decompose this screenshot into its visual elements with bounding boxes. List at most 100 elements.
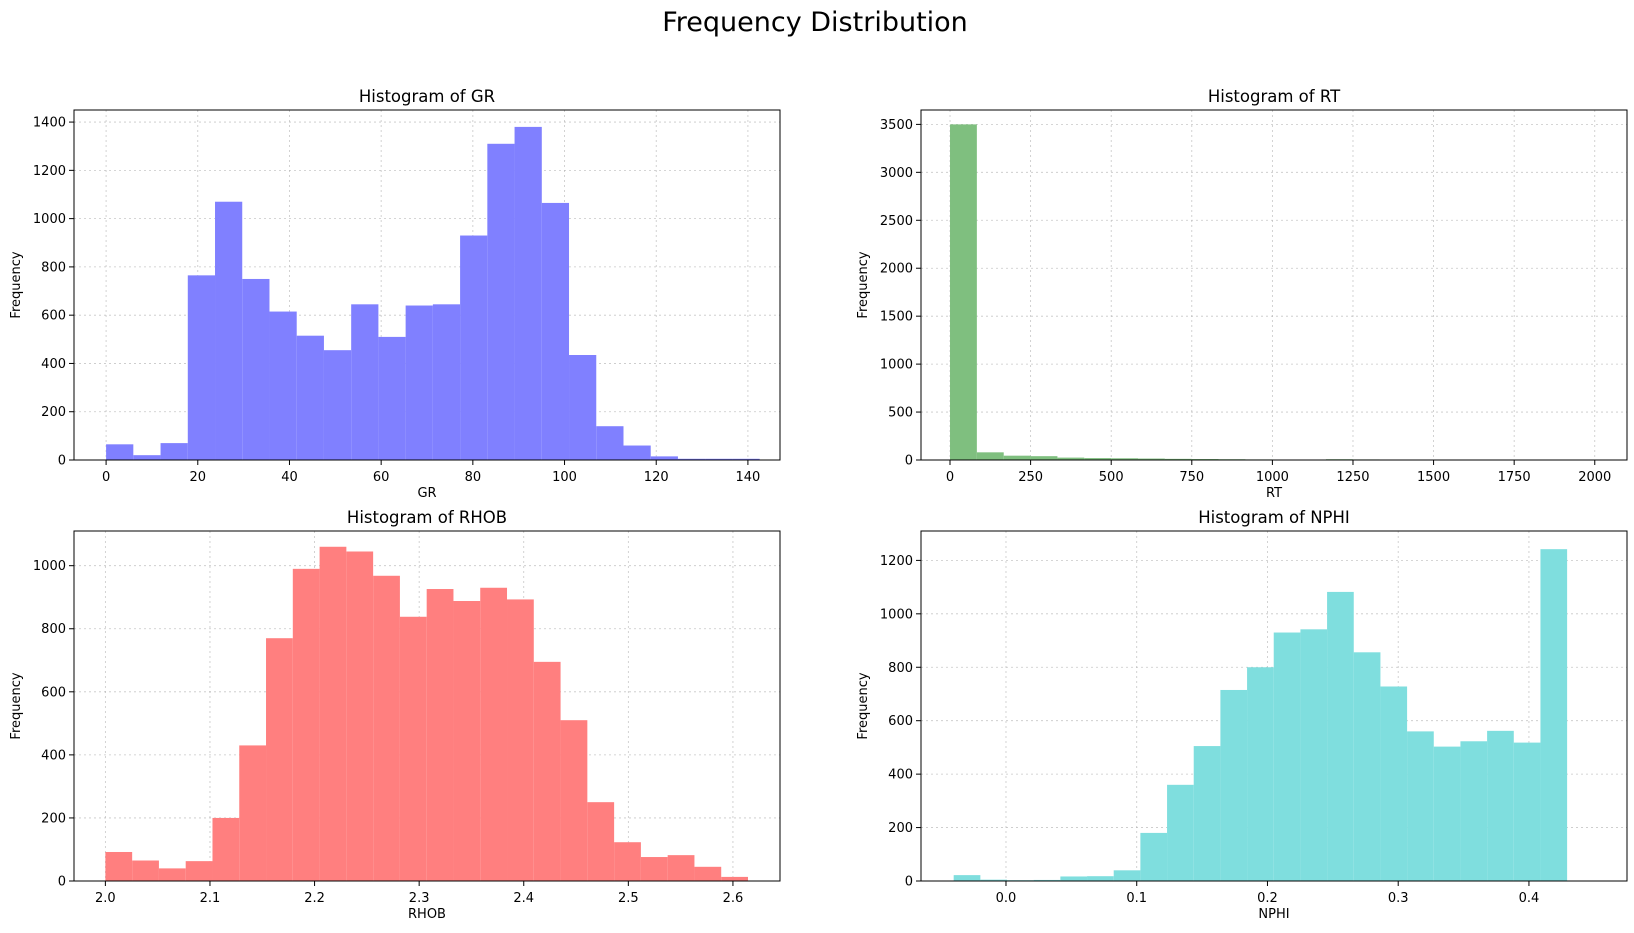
histogram-bar [319, 546, 347, 881]
histogram-bar [623, 445, 651, 460]
histogram-bar [1300, 629, 1328, 881]
histogram-bar [1084, 458, 1112, 460]
x-tick-label: 20 [190, 470, 207, 485]
x-tick-label: 40 [281, 470, 298, 485]
histogram-bar [1193, 746, 1221, 881]
x-tick-label: 2.3 [409, 891, 430, 906]
x-tick-label: 0.0 [996, 891, 1017, 906]
y-tick-label: 1000 [33, 559, 66, 574]
histogram-bar [1220, 689, 1248, 881]
y-tick-label: 1200 [33, 164, 66, 179]
histogram-bar [560, 720, 588, 881]
y-tick-label: 600 [41, 685, 66, 700]
plot-frame [920, 109, 1628, 461]
histogram-bar [105, 851, 133, 881]
x-tick-label: 1500 [1417, 470, 1450, 485]
histogram-bar [1003, 455, 1031, 460]
y-axis-label: Frequency [9, 251, 24, 318]
x-tick-label: 2000 [1578, 470, 1611, 485]
histogram-bar [432, 304, 461, 460]
histogram-bar [187, 275, 216, 460]
histogram-bar [1487, 730, 1514, 881]
histogram-bar [1113, 870, 1141, 881]
x-tick-label: 500 [1099, 470, 1124, 485]
histogram-bar [533, 661, 561, 881]
x-tick-label: 1250 [1336, 470, 1369, 485]
histogram-bar [239, 745, 267, 881]
y-tick-label: 800 [888, 661, 913, 676]
histogram-bar [215, 201, 243, 461]
histogram-bar [296, 335, 324, 460]
histogram-bar [351, 304, 379, 460]
y-axis-label: Frequency [856, 672, 871, 739]
y-tick-label: 1000 [33, 212, 66, 227]
histogram-bar [1030, 456, 1058, 460]
y-tick-label: 200 [41, 405, 66, 420]
x-tick-label: 0.2 [1257, 891, 1278, 906]
histogram-panel-gr: 0 20 40 60 80 100 120 1400200400600800100012001… [9, 87, 781, 501]
x-tick-label: 750 [1179, 470, 1204, 485]
histogram-bar [980, 879, 1008, 881]
histogram-bar [1327, 591, 1354, 881]
histogram-bar [1353, 652, 1381, 881]
histogram-bar [1164, 458, 1192, 460]
histogram-bar [378, 336, 406, 460]
histogram-bar [1380, 686, 1408, 881]
y-tick-label: 3000 [880, 166, 913, 181]
plot-frame [920, 530, 1628, 882]
histogram-bar [1060, 876, 1088, 881]
histogram-bar [1057, 457, 1085, 460]
y-tick-label: 600 [888, 714, 913, 729]
x-tick-label: 80 [465, 470, 482, 485]
histogram-bar [160, 443, 188, 460]
x-axis-label: RT [1266, 486, 1282, 501]
y-tick-label: 400 [41, 357, 66, 372]
histogram-bar [133, 455, 161, 460]
histogram-bar [721, 876, 748, 881]
histogram-bar [1513, 742, 1541, 881]
histogram-bar [480, 587, 508, 881]
subplot-title: Histogram of NPHI [1198, 508, 1350, 527]
y-tick-label: 2000 [880, 262, 913, 277]
histogram-bar [514, 126, 542, 461]
y-tick-label: 1000 [880, 358, 913, 373]
x-tick-label: 120 [644, 470, 669, 485]
y-tick-label: 0 [905, 454, 913, 469]
histogram-bar [1433, 746, 1461, 881]
x-tick-label: 0 [102, 470, 110, 485]
plot-frame [73, 109, 781, 461]
y-tick-label: 800 [41, 260, 66, 275]
y-tick-label: 400 [888, 768, 913, 783]
histogram-panel-rhob: 2.0 2.1 2.2 2.3 2.4 2.5 2.6 0 200 400 600 800 1000 Hi… [9, 508, 781, 922]
histogram-panel-nphi: 0.0 0.1 0.2 0.3 0.4 0 200 400 600 800 1000 1200 Hist… [856, 508, 1628, 922]
histogram-bar [242, 278, 270, 460]
histogram-bar [614, 842, 641, 881]
histogram-bar [373, 575, 400, 881]
y-tick-label: 3500 [880, 118, 913, 133]
histogram-bar [132, 860, 159, 881]
histogram-bar [507, 599, 534, 881]
histogram-panel-rt: 0 250 500 750 1000 1250 1500 1750 2000 0 500 1000 15… [856, 87, 1628, 501]
x-tick-label: 2.5 [618, 891, 639, 906]
x-tick-label: 60 [373, 470, 390, 485]
y-tick-label: 0 [905, 875, 913, 890]
histogram-bar [292, 568, 320, 881]
histogram-bar [640, 857, 668, 881]
histogram-bar [677, 458, 706, 460]
figure-title: Frequency Distribution [662, 7, 968, 38]
histogram-bar [1273, 632, 1301, 881]
histogram-bar [1407, 731, 1434, 881]
histogram-bar [1167, 784, 1194, 881]
histogram-bar [399, 616, 427, 881]
y-tick-label: 0 [58, 875, 66, 890]
histogram-bar [1140, 832, 1168, 881]
x-tick-label: 2.1 [200, 891, 221, 906]
histogram-bar [953, 875, 981, 881]
histogram-bar [323, 350, 352, 460]
histogram-bar [596, 426, 624, 460]
histogram-bar [732, 458, 760, 460]
histogram-bar [1540, 549, 1568, 881]
y-tick-label: 500 [888, 406, 913, 421]
histogram-bar [541, 202, 570, 460]
histogram-bar [1247, 667, 1274, 881]
